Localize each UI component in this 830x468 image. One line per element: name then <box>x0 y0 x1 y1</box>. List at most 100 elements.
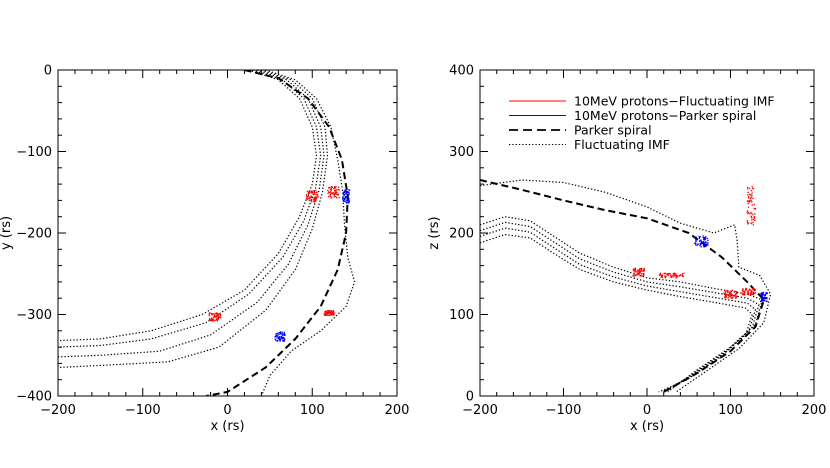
proton-dot <box>763 294 765 296</box>
proton-dot <box>765 293 767 295</box>
proton-dot <box>305 194 308 196</box>
proton-dot <box>344 198 346 200</box>
proton-dot <box>641 275 643 277</box>
proton-dot <box>634 270 636 272</box>
fluctuating-imf-line-5 <box>480 233 753 393</box>
proton-dot <box>670 274 672 276</box>
proton-dot <box>311 190 313 192</box>
proton-dot <box>699 244 701 246</box>
proton-dot <box>661 275 663 277</box>
proton-dot <box>750 190 753 192</box>
proton-dot <box>344 189 346 191</box>
proton-dot <box>332 313 334 315</box>
proton-dot <box>749 289 752 291</box>
proton-dot <box>315 197 317 200</box>
proton-dot <box>348 192 350 195</box>
proton-dot <box>696 244 698 246</box>
fluctuating-imf-line-1 <box>480 179 772 393</box>
proton-dot <box>754 208 757 210</box>
proton-dot <box>643 270 645 272</box>
proton-dot <box>209 317 211 320</box>
proton-dot <box>752 293 754 295</box>
y-axis-label: z (rs) <box>427 216 442 249</box>
y-tick-label: 0 <box>466 390 474 405</box>
proton-dot <box>673 272 675 274</box>
proton-dot <box>728 294 730 296</box>
proton-dot <box>702 245 705 247</box>
proton-dot <box>310 195 312 197</box>
proton-dot <box>338 186 340 188</box>
proton-dot <box>316 194 318 196</box>
proton-dot <box>764 298 766 300</box>
proton-dot <box>764 293 766 296</box>
proton-dot <box>724 290 726 292</box>
proton-dot <box>747 203 749 205</box>
proton-dot <box>344 198 346 201</box>
proton-dot <box>213 313 215 315</box>
proton-dot <box>281 335 284 337</box>
proton-dot <box>705 236 707 238</box>
proton-dot <box>216 314 218 316</box>
proton-dot <box>728 296 730 298</box>
proton-dot <box>334 187 337 189</box>
proton-dot <box>338 197 340 199</box>
proton-dot <box>670 276 673 278</box>
proton-dot <box>211 314 213 316</box>
proton-dot <box>703 242 705 244</box>
proton-dot <box>639 271 641 273</box>
proton-dot <box>748 212 750 214</box>
proton-dot <box>275 333 277 335</box>
proton-dot <box>633 269 635 271</box>
proton-dot <box>765 297 768 299</box>
proton-dot <box>343 194 345 197</box>
proton-dot <box>344 190 346 192</box>
proton-dot <box>311 192 313 194</box>
proton-dot <box>334 192 337 194</box>
x-tick-label: −200 <box>40 403 76 418</box>
proton-dot <box>704 239 706 241</box>
proton-dot <box>762 297 765 299</box>
proton-dot <box>751 217 753 219</box>
proton-dot <box>673 273 675 275</box>
proton-dot <box>675 276 677 278</box>
proton-dot <box>735 291 737 293</box>
proton-dot <box>699 243 701 245</box>
proton-dot <box>638 270 640 272</box>
proton-dot <box>638 273 641 275</box>
proton-dot <box>639 269 641 271</box>
proton-dot <box>725 295 727 297</box>
proton-dot <box>640 275 642 277</box>
proton-dot <box>753 204 755 206</box>
proton-dot <box>328 314 330 316</box>
proton-dot <box>666 273 668 275</box>
proton-dot <box>215 315 217 318</box>
proton-dot <box>742 288 744 290</box>
proton-dot <box>216 316 218 318</box>
proton-dot <box>276 335 278 337</box>
proton-dot <box>669 272 671 275</box>
proton-dot <box>216 320 219 322</box>
fluctuating-imf-line-2 <box>480 216 763 393</box>
proton-dot <box>702 235 704 237</box>
proton-dot <box>634 274 636 276</box>
proton-dot <box>343 193 345 195</box>
proton-dot <box>683 272 685 274</box>
proton-dot <box>327 192 329 195</box>
proton-dot <box>307 196 309 198</box>
proton-dot <box>723 293 725 295</box>
proton-dot <box>748 201 750 203</box>
proton-dot <box>754 213 756 215</box>
proton-dot <box>695 236 697 238</box>
proton-dot <box>668 273 670 275</box>
proton-dot <box>726 294 729 296</box>
proton-dot <box>311 195 313 197</box>
proton-dot <box>348 189 351 191</box>
proton-dot <box>659 274 661 276</box>
proton-dot <box>283 333 285 335</box>
proton-dot <box>748 288 751 290</box>
legend-label: Parker spiral <box>574 123 652 138</box>
fluctuating-imf-line-3 <box>58 70 325 358</box>
proton-dot <box>660 276 662 278</box>
proton-dot <box>635 271 637 273</box>
proton-dot <box>330 191 332 193</box>
